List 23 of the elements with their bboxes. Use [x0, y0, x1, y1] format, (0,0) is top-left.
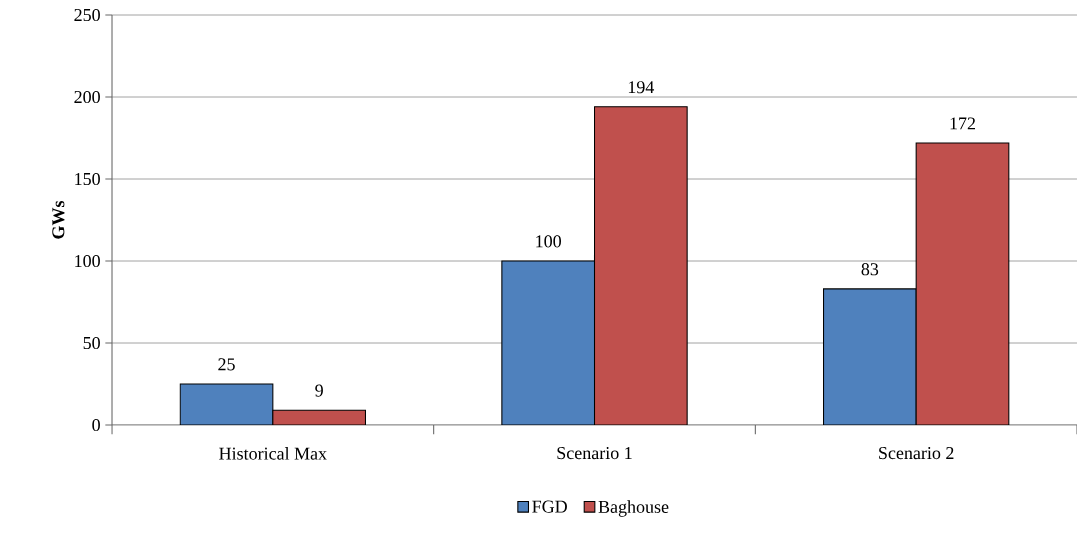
x-tick-label: Historical Max [219, 447, 327, 460]
bar [822, 288, 917, 425]
legend-label: Baghouse [598, 500, 669, 517]
bar [501, 260, 596, 425]
y-tick-label: 250 [74, 8, 100, 22]
data-label: 83 [861, 263, 879, 276]
y-axis-title: GWs [52, 200, 65, 239]
data-label: 100 [536, 235, 562, 248]
y-tick-label: 100 [75, 254, 100, 268]
bar [593, 106, 688, 425]
y-tick-label: 50 [83, 336, 100, 350]
data-label: 172 [950, 117, 975, 130]
bar [915, 142, 1010, 425]
y-tick-label: 200 [74, 90, 100, 104]
x-tick-label: Scenario 1 [557, 447, 632, 460]
bar [179, 383, 274, 425]
data-label: 25 [218, 358, 235, 371]
y-tick-label: 150 [75, 172, 100, 186]
data-label: 194 [628, 81, 655, 94]
y-tick-label: 0 [92, 418, 100, 432]
data-label: 9 [315, 384, 323, 397]
legend-label: FGD [532, 500, 567, 513]
x-tick-label: Scenario 2 [879, 447, 954, 460]
